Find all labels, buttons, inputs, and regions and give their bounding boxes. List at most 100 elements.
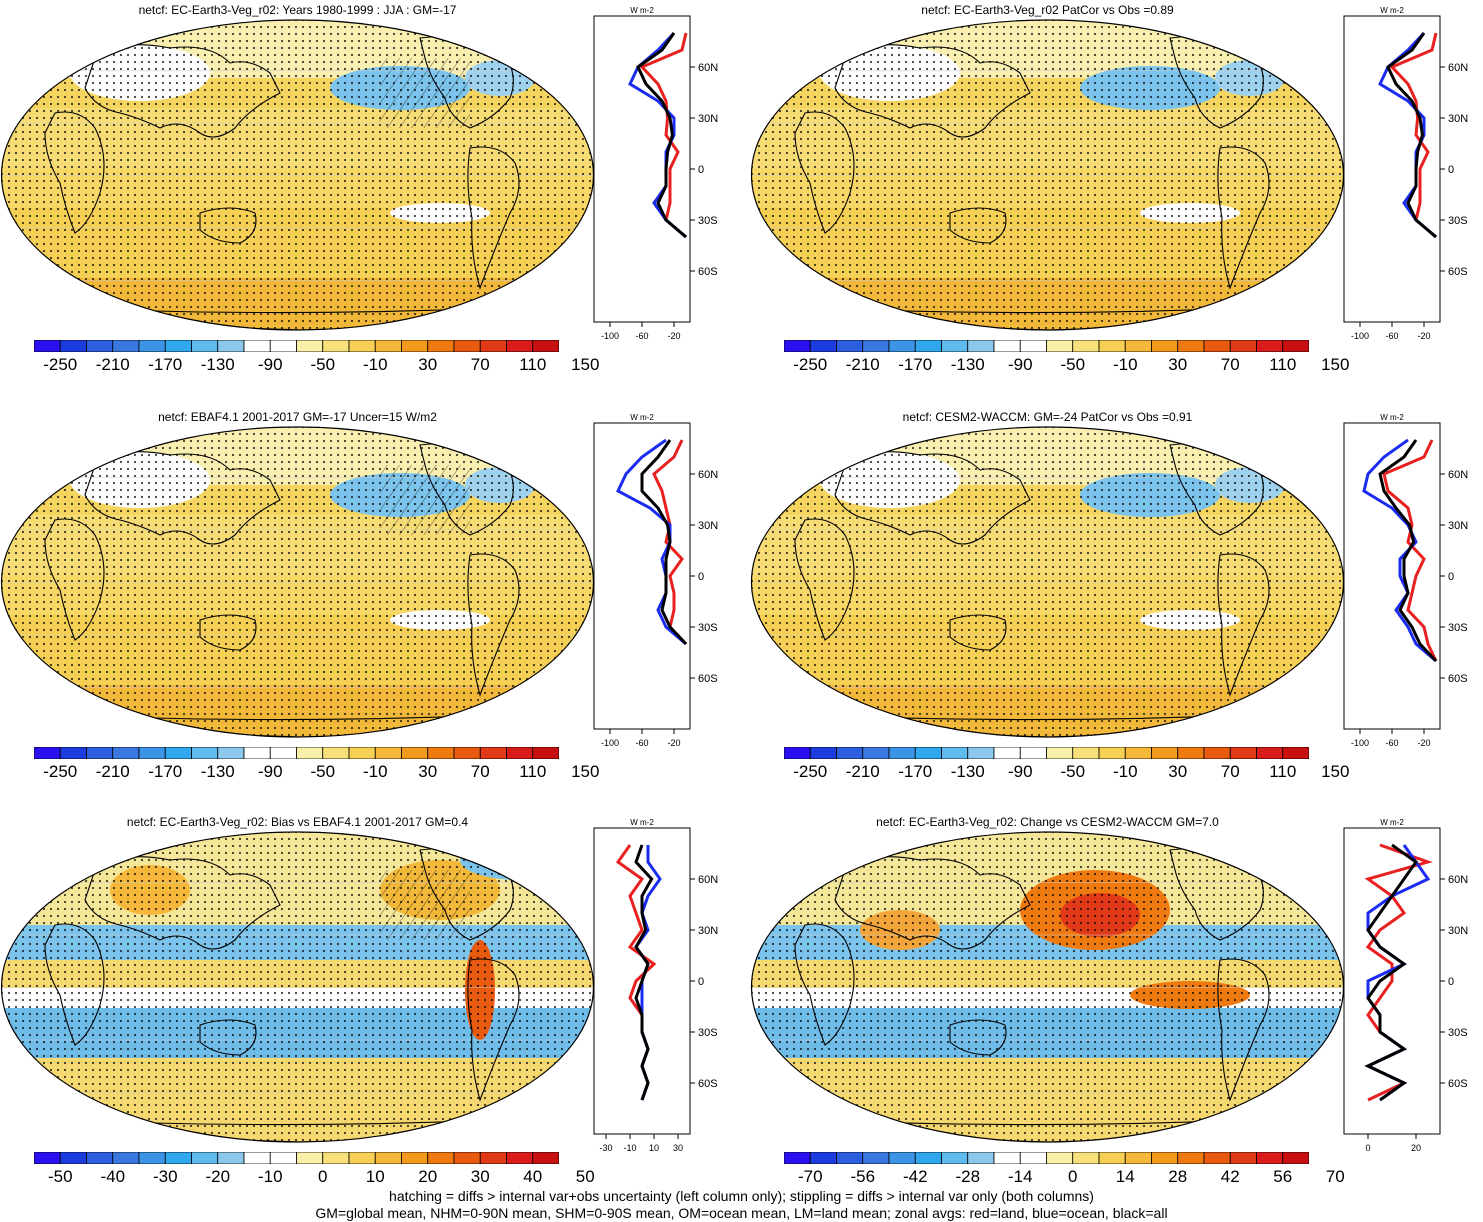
colorbar-tick-label: -130 (200, 355, 235, 374)
colorbar-tick-label: -14 (1007, 1167, 1033, 1186)
colorbar-labels: -250 -210 -170 -130 -90 -50 -10 30 70 110 150 (784, 762, 1349, 784)
colorbar-swatch (479, 747, 507, 759)
colorbar-swatch (243, 1152, 271, 1164)
colorbar-swatch (296, 340, 324, 352)
panel-p3: netcf: EBAF4.1 2001-2017 GM=-17 Uncer=15… (0, 407, 745, 807)
colorbar-swatch (34, 1152, 61, 1164)
zonal-ytick-label: 30N (698, 925, 718, 937)
zonal-ytick-label: 30N (698, 520, 718, 532)
colorbar-tick-label: 30 (1168, 762, 1188, 781)
colorbar-tick-label: 56 (1273, 1167, 1293, 1186)
colorbar-swatch (862, 340, 890, 352)
colorbar-swatch (888, 340, 916, 352)
colorbar-tick-label: -50 (1060, 762, 1086, 781)
colorbar-swatch (138, 1152, 166, 1164)
colorbar-swatch (532, 1152, 559, 1164)
colorbar-swatch (862, 747, 890, 759)
zonal-ytick-label: 60S (1448, 266, 1468, 278)
panel-title: netcf: EC-Earth3-Veg_r02: Bias vs EBAF4.… (126, 815, 469, 829)
colorbar-swatch (967, 340, 995, 352)
panel-p6: netcf: EC-Earth3-Veg_r02: Change vs CESM… (750, 812, 1483, 1212)
zonal-ytick-label: 30N (1448, 113, 1468, 125)
world-map (0, 426, 595, 738)
zonal-xtick-label: -60 (1385, 738, 1398, 748)
colorbar-labels: -250 -210 -170 -130 -90 -50 -10 30 70 110 150 (34, 355, 599, 377)
colorbar-tick-label: 10 (365, 1167, 385, 1186)
zonal-mean-plot: W m-2 60N 30N 0 30S 60S -100 -60 -20 (1343, 6, 1468, 341)
zonal-xtick-label: -60 (1385, 331, 1398, 341)
panel-title: netcf: EC-Earth3-Veg_r02 PatCor vs Obs =… (921, 3, 1174, 17)
colorbar-tick-label: 70 (1220, 762, 1240, 781)
colorbar-swatch (164, 1152, 192, 1164)
colorbar-swatch (1203, 747, 1231, 759)
colorbar-tick-label: -250 (43, 762, 78, 781)
zonal-xtick-label: -20 (667, 331, 680, 341)
colorbar-tick-label: -250 (43, 355, 78, 374)
colorbar-tick-label: 150 (1321, 762, 1350, 781)
colorbar-swatch (506, 340, 534, 352)
colorbar-tick-label: 20 (418, 1167, 438, 1186)
zonal-ytick-label: 60N (1448, 62, 1468, 74)
colorbar-swatch (1229, 747, 1257, 759)
zonal-xtick-label: -100 (601, 331, 619, 341)
zonal-line-all (1386, 32, 1437, 239)
colorbar-swatch (532, 747, 559, 759)
colorbar-tick-label: 70 (1220, 355, 1240, 374)
colorbar-swatch (1177, 747, 1205, 759)
colorbar-swatch (86, 747, 114, 759)
zonal-ytick-label: 60N (698, 62, 718, 74)
colorbar-swatch (59, 1152, 87, 1164)
colorbar-tick-label: -90 (257, 762, 283, 781)
colorbar-swatch (112, 340, 140, 352)
colorbar-swatch (1151, 340, 1179, 352)
colorbar-swatch (217, 1152, 245, 1164)
colorbar-tick-label: -210 (95, 762, 130, 781)
colorbar-swatch (453, 747, 481, 759)
zonal-units: W m-2 (1380, 818, 1404, 827)
zonal-ytick-label: 60N (1448, 874, 1468, 886)
colorbar (784, 747, 1309, 759)
zonal-xtick-label: -100 (601, 738, 619, 748)
colorbar-swatch (888, 747, 916, 759)
colorbar-tick-label: -20 (205, 1167, 231, 1186)
colorbar-swatch (862, 1152, 890, 1164)
panel-p2: netcf: EC-Earth3-Veg_r02 PatCor vs Obs =… (750, 0, 1483, 400)
colorbar-labels: -50 -40 -30 -20 -10 0 10 20 30 40 50 (34, 1167, 595, 1189)
colorbar-tick-label: 110 (519, 355, 547, 374)
zonal-xtick-label: -100 (1351, 331, 1369, 341)
colorbar-tick-label: -90 (257, 355, 283, 374)
colorbar-tick-label: -70 (797, 1167, 823, 1186)
zonal-ytick-label: 60S (698, 266, 718, 278)
colorbar-swatch (1098, 340, 1126, 352)
colorbar-tick-label: -10 (1112, 355, 1138, 374)
colorbar-tick-label: 42 (1220, 1167, 1240, 1186)
zonal-mean-plot: W m-2 60N 30N 0 30S 60S -30 -10 10 30 (593, 818, 718, 1153)
colorbar-swatch (112, 747, 140, 759)
zonal-line-all (636, 32, 687, 239)
panel-p4: netcf: CESM2-WACCM: GM=-24 PatCor vs Obs… (750, 407, 1483, 807)
colorbar-swatch (374, 340, 402, 352)
colorbar-swatch (1256, 340, 1284, 352)
zonal-units: W m-2 (630, 6, 654, 15)
colorbar-swatch (1177, 340, 1205, 352)
colorbar-swatch (1151, 1152, 1179, 1164)
colorbar-swatch (401, 747, 429, 759)
colorbar-swatch (1203, 340, 1231, 352)
colorbar-tick-label: 30 (418, 762, 438, 781)
colorbar-tick-label: -170 (898, 762, 933, 781)
colorbar-swatch (809, 747, 837, 759)
colorbar-tick-label: -90 (1007, 762, 1033, 781)
colorbar-swatch (1282, 1152, 1309, 1164)
colorbar-swatch (809, 340, 837, 352)
colorbar-swatch (506, 747, 534, 759)
colorbar-swatch (1019, 1152, 1047, 1164)
colorbar-tick-label: 150 (571, 355, 600, 374)
colorbar-tick-label: 0 (318, 1167, 328, 1186)
colorbar-tick-label: -30 (152, 1167, 178, 1186)
colorbar-swatch (138, 747, 166, 759)
colorbar-swatch (86, 340, 114, 352)
colorbar-swatch (191, 747, 219, 759)
colorbar-swatch (967, 1152, 995, 1164)
zonal-xtick-label: -20 (667, 738, 680, 748)
colorbar-swatch (86, 1152, 114, 1164)
